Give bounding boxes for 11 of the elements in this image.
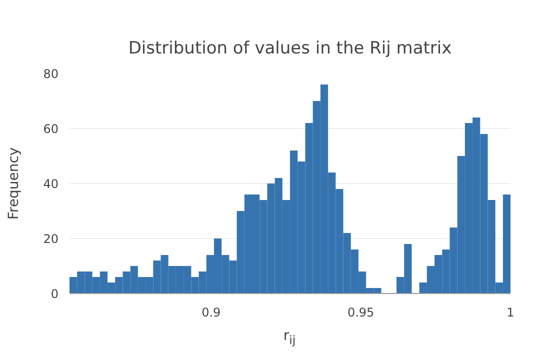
y-tick-label: 60	[43, 122, 59, 136]
chart-title: Distribution of values in the Rij matrix	[128, 38, 452, 58]
x-axis-title: r$_{ij}$	[283, 327, 296, 348]
y-tick-label: 80	[43, 67, 59, 81]
y-tick-label: 0	[50, 287, 59, 301]
y-tick-label: 20	[43, 232, 59, 246]
x-tick-label: 0.95	[347, 306, 374, 320]
x-tick-label: 1	[506, 306, 514, 320]
y-tick-label: 40	[43, 177, 59, 191]
x-tick-label: 0.9	[202, 306, 221, 320]
y-axis-title: Frequency	[6, 147, 22, 220]
